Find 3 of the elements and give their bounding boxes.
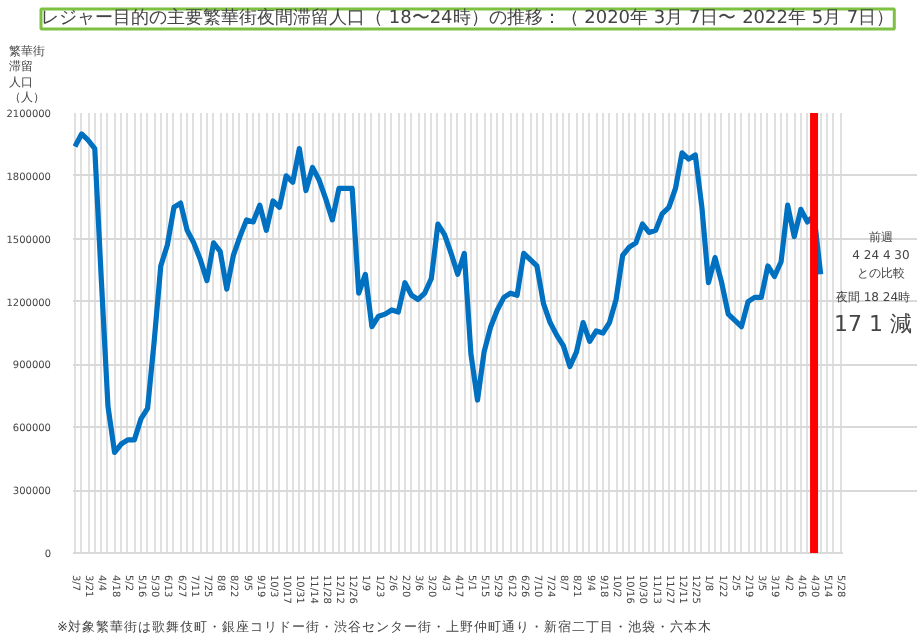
chart-title: レジャー目的の主要繁華街夜間滞留人口（ 18〜24時）の推移：（ 2020年 3月 7日〜 2022年 5月 7日） — [41, 7, 895, 29]
annotation: 17 1 減 — [834, 311, 913, 337]
line-series — [73, 131, 824, 456]
